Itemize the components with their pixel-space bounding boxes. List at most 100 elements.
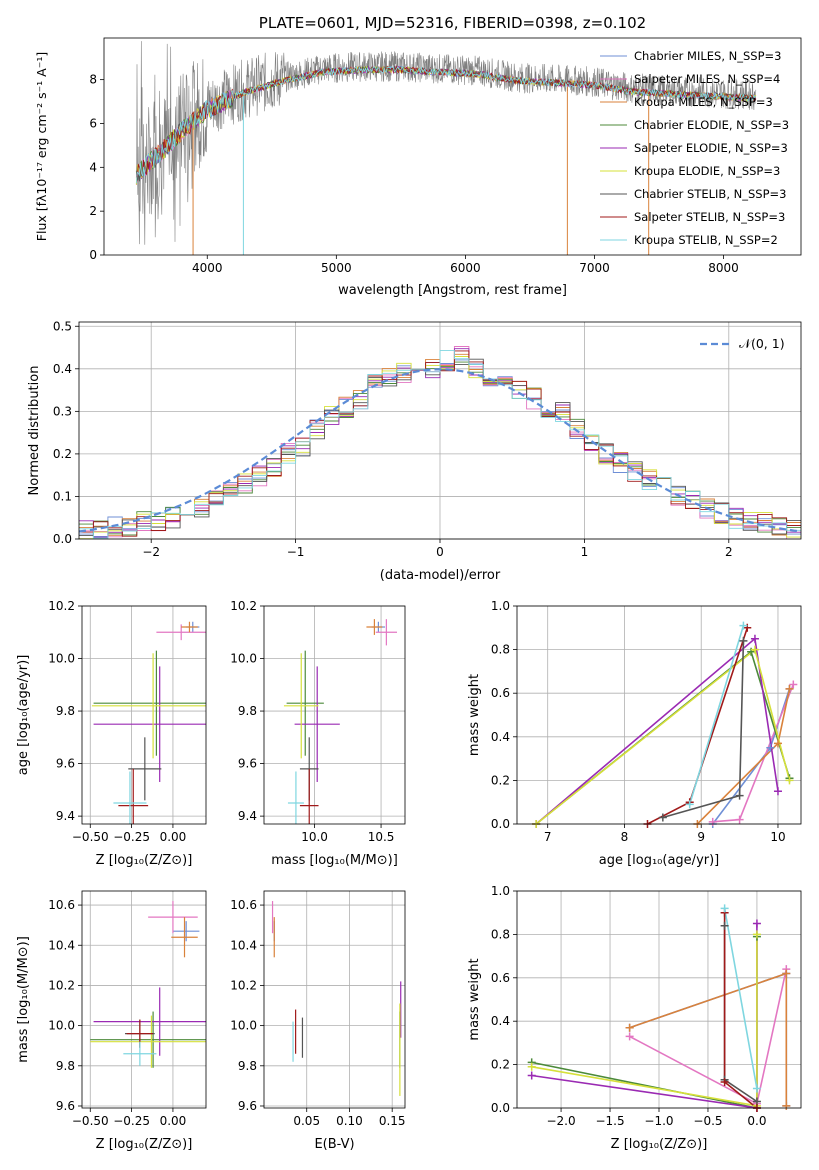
y-tick-label-2: 4 [89,160,97,174]
weight-marker-5-3 [752,919,761,928]
chart-title: PLATE=0601, MJD=52316, FIBERID=0398, z=0… [259,14,646,32]
weight-marker-3-2 [782,969,791,978]
axes-frame [263,890,406,1109]
y-tick-label-3: 6 [89,116,97,130]
x-tick-label-0: 7 [544,830,552,844]
weight-marker-6-1 [527,1062,536,1071]
x-tick-label-2: 0 [436,545,444,559]
errorbar-1 [172,921,200,942]
legend-label-2: Salpeter MILES, N_SSP=4 [634,72,780,86]
legend-label-8: Salpeter STELIB, N_SSP=3 [634,210,785,224]
x-tick-label-4: 8000 [708,261,739,275]
y-tick-label-4: 10.4 [48,938,75,952]
weight-marker-5-1 [527,1071,536,1080]
y-tick-label-1: 9.8 [56,1059,75,1073]
axes-panel-4: 10.0 10.5 9.4 9.6 9.8 10.0 10.2 mass [log₁₀(M/M… [230,599,406,868]
x-axis-label: E(B-V) [314,1137,354,1152]
y-tick-label-0: 9.4 [56,809,75,823]
y-tick-label-1: 9.6 [56,757,75,771]
axes-frame [78,321,802,540]
weight-marker-2-1 [625,1032,634,1041]
axes-panel-6: −0.50 −0.25 0.00 9.6 9.8 10.0 10.2 10.4 10.6 Z [l… [16,890,207,1152]
y-tick-label-1: 9.8 [238,1059,257,1073]
x-tick-label-0: 10.0 [301,830,328,844]
x-axis-label: Z [log₁₀(Z/Z⊙)] [96,853,193,868]
x-tick-label-3: 7000 [579,261,610,275]
y-tick-label-1: 2 [89,204,97,218]
weight-marker-9-2 [739,621,748,630]
axes-frame [81,605,207,825]
x-tick-label-2: 0.15 [379,1114,406,1128]
y-tick-label-1: 0.2 [491,773,510,787]
errorbar-5 [93,987,206,1056]
weight-marker-1-2 [766,743,775,752]
weight-line-9 [723,908,758,1089]
x-tick-label-0: 0.05 [293,1114,320,1128]
errorbar-9 [287,771,304,824]
y-tick-label-0: 0.0 [491,817,510,831]
y-tick-label-5: 1.0 [491,884,510,898]
y-tick-label-3: 0.6 [491,971,510,985]
y-tick-label-5: 10.6 [230,898,257,912]
y-tick-label-0: 0.0 [53,532,72,546]
weight-marker-3-3 [785,684,794,693]
weight-marker-2-1 [708,817,717,826]
y-axis-label: Normed distribution [27,366,42,496]
x-tick-label-0: −0.50 [72,830,109,844]
y-tick-label-5: 10.6 [48,898,75,912]
x-tick-label-1: 0.10 [336,1114,363,1128]
x-tick-label-0: −2.0 [546,1114,575,1128]
weight-marker-6-3 [752,930,761,939]
x-axis-label: wavelength [Angstrom, rest frame] [338,283,567,298]
errorbar-8 [118,768,149,824]
y-tick-label-3: 0.6 [491,686,510,700]
spectrum-data-line [136,41,757,245]
y-tick-label-4: 10.2 [48,599,75,613]
y-tick-label-0: 9.6 [56,1099,75,1113]
weight-marker-7-1 [658,813,667,822]
y-tick-label-3: 0.3 [53,404,72,418]
y-tick-label-3: 10.2 [48,978,75,992]
y-tick-label-0: 0.0 [491,1101,510,1115]
weight-marker-7-1 [720,921,729,930]
legend-label-4: Chabrier ELODIE, N_SSP=3 [634,118,789,132]
y-tick-label-0: 9.4 [238,809,257,823]
errorbar-6 [91,653,206,759]
y-tick-label-4: 0.8 [491,927,510,941]
axes-panel-5: 7 8 9 10 0.0 0.2 0.4 0.6 0.8 1.0 age [log₁₀(age/yr… [467,599,802,868]
legend-label-6: Kroupa ELODIE, N_SSP=3 [634,164,780,178]
y-tick-label-4: 10.4 [230,938,257,952]
x-axis-label: (data-model)/error [380,568,501,583]
plot-area [283,619,398,824]
axes-frame [263,605,406,825]
legend-label-5: Salpeter ELODIE, N_SSP=3 [634,141,788,155]
x-tick-label-2: 0.00 [160,830,187,844]
axes-frame [103,37,802,256]
hist-step-9 [79,350,801,539]
y-tick-label-0: 9.6 [238,1099,257,1113]
y-axis-label: mass weight [467,674,482,756]
weight-marker-6-2 [750,645,759,654]
errorbar-9 [113,771,147,824]
errorbar-3 [181,621,198,633]
plot-area [79,346,801,539]
y-tick-label-3: 10.0 [48,652,75,666]
axes-panel-3: −0.50 −0.25 0.00 9.4 9.6 9.8 10.0 10.2 Z [log₁₀(… [16,599,207,868]
weight-marker-5-3 [773,787,782,796]
y-tick-label-5: 1.0 [491,599,510,613]
errorbar-8 [299,768,319,824]
y-tick-label-2: 10.0 [48,1019,75,1033]
y-tick-label-1: 0.2 [491,1058,510,1072]
axes-frame [516,890,802,1109]
x-tick-label-4: 2 [725,545,733,559]
errorbar-2 [375,619,398,646]
y-tick-label-2: 0.4 [491,1014,510,1028]
y-tick-label-2: 10.0 [230,1019,257,1033]
weight-marker-9-1 [685,800,694,809]
weight-marker-6-3 [785,776,794,785]
y-tick-label-4: 8 [89,73,97,87]
y-tick-label-2: 0.4 [491,730,510,744]
axes-panel-2: −2 −1 0 1 2 0.0 0.1 0.2 0.3 0.4 0.5 (data-model)/er… [27,319,802,583]
y-tick-label-3: 10.0 [230,652,257,666]
x-tick-label-2: 0.00 [160,1114,187,1128]
